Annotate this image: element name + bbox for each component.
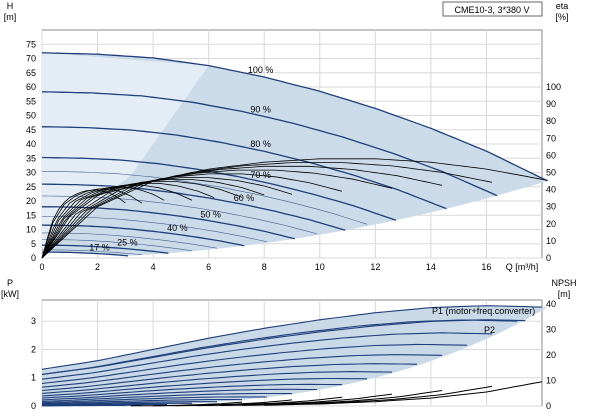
npsh-tick-label: 40 <box>546 299 556 309</box>
y-axis-title: H <box>7 1 14 11</box>
x-tick-label: 4 <box>151 262 156 272</box>
npsh-tick-label: 20 <box>546 350 556 360</box>
x-tick-label: 2 <box>95 262 100 272</box>
x-tick-label: 8 <box>262 262 267 272</box>
p-tick-label: 0 <box>31 401 36 411</box>
y2-tick-label: 90 <box>546 99 556 109</box>
speed-label-90: 90 % <box>250 104 271 114</box>
y-tick-label: 0 <box>31 253 36 263</box>
y-tick-label: 5 <box>31 239 36 249</box>
y-tick-label: 15 <box>26 210 36 220</box>
y-tick-label: 60 <box>26 82 36 92</box>
speed-label-25: 25 % <box>117 238 138 248</box>
npsh-tick-label: 30 <box>546 324 556 334</box>
y-tick-label: 25 <box>26 182 36 192</box>
y2-axis-unit: [%] <box>555 12 568 22</box>
y2-tick-label: 100 <box>546 82 561 92</box>
x-tick-label: 6 <box>206 262 211 272</box>
y2-tick-label: 60 <box>546 150 556 160</box>
y-tick-label: 35 <box>26 153 36 163</box>
speed-label-17: 17 % <box>89 243 110 253</box>
speed-label-100: 100 % <box>248 65 274 75</box>
y-tick-label: 45 <box>26 125 36 135</box>
y2-tick-label: 20 <box>546 219 556 229</box>
p-axis-title: P <box>7 278 13 288</box>
speed-label-60: 60 % <box>234 193 255 203</box>
npsh-axis-unit: [m] <box>558 289 571 299</box>
y-axis-unit: [m] <box>4 12 17 22</box>
y-tick-label: 30 <box>26 168 36 178</box>
y2-axis-title: eta <box>556 1 569 11</box>
p-axis-unit: [kW] <box>1 289 19 299</box>
y2-tick-label: 10 <box>546 236 556 246</box>
speed-label-40: 40 % <box>167 223 188 233</box>
y-tick-label: 40 <box>26 139 36 149</box>
y2-tick-label: 80 <box>546 116 556 126</box>
speed-label-70: 70 % <box>250 170 271 180</box>
x-tick-label: 0 <box>39 262 44 272</box>
y2-tick-label: 30 <box>546 202 556 212</box>
x-axis-label: Q [m³/h] <box>506 262 539 272</box>
y-tick-label: 75 <box>26 39 36 49</box>
npsh-tick-label: 10 <box>546 375 556 385</box>
npsh-axis-title: NPSH <box>551 278 576 288</box>
y-tick-label: 20 <box>26 196 36 206</box>
y-tick-label: 50 <box>26 111 36 121</box>
y-tick-label: 65 <box>26 68 36 78</box>
product-label: CME10-3, 3*380 V <box>454 5 529 15</box>
y2-tick-label: 0 <box>546 253 551 263</box>
y2-tick-label: 40 <box>546 185 556 195</box>
x-tick-label: 12 <box>370 262 380 272</box>
x-tick-label: 10 <box>315 262 325 272</box>
x-tick-label: 14 <box>426 262 436 272</box>
speed-label-80: 80 % <box>250 139 271 149</box>
p-tick-label: 2 <box>31 344 36 354</box>
y-tick-label: 10 <box>26 225 36 235</box>
y2-tick-label: 50 <box>546 167 556 177</box>
p-tick-label: 3 <box>31 316 36 326</box>
p1-label: P1 (motor+freq.converter) <box>432 306 535 316</box>
x-tick-label: 16 <box>481 262 491 272</box>
speed-label-50: 50 % <box>200 210 221 220</box>
npsh-tick-label: 0 <box>546 401 551 411</box>
y2-tick-label: 70 <box>546 133 556 143</box>
p2-label: P2 <box>484 325 495 335</box>
p-tick-label: 1 <box>31 373 36 383</box>
y-tick-label: 55 <box>26 96 36 106</box>
y-tick-label: 70 <box>26 54 36 64</box>
